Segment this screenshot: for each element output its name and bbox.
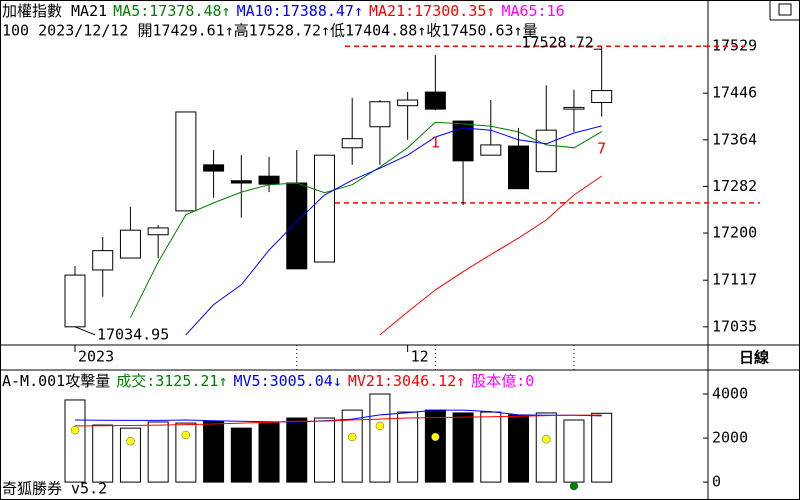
candle-body: [64, 274, 86, 328]
candle-body: [397, 99, 419, 107]
signal-dot: [569, 481, 579, 491]
candle-body: [313, 154, 335, 263]
header-item: MV21:3046.12↑: [348, 372, 465, 390]
header-item: MA5:17378.48↑: [113, 2, 230, 20]
y-tick-label: 17364: [712, 130, 757, 148]
volume-bar: [230, 427, 252, 483]
volume-bar: [424, 409, 446, 483]
volume-bar: [92, 424, 114, 483]
y-tick-label: 0: [712, 473, 721, 491]
candle-body: [591, 90, 613, 104]
signal-dot: [541, 434, 551, 444]
x-tick-label: 12: [411, 348, 429, 366]
candle-body: [341, 138, 363, 149]
header-line: 加權指數 MA21 MA5:17378.48↑ MA10:17388.47↑ MA21…: [2, 2, 565, 20]
ma-line: [74, 414, 602, 427]
volume-bar: [369, 393, 391, 483]
volume-bar: [203, 420, 225, 483]
y-tick-label: 17035: [712, 317, 757, 335]
candle-body: [508, 145, 530, 190]
volume-bar: [258, 422, 280, 483]
y-tick-label: 17117: [712, 271, 757, 289]
candle-body: [424, 91, 446, 110]
ma-line: [74, 409, 602, 423]
volume-bar: [341, 409, 363, 483]
header-item: 股本億:0: [471, 372, 534, 390]
candle-body: [480, 144, 502, 156]
volume-bar: [591, 412, 613, 483]
signal-dot: [431, 432, 440, 442]
candle-body: [258, 175, 280, 185]
header-item: MA21:17300.35↑: [369, 2, 495, 20]
header-item: 加權指數 MA21: [2, 2, 107, 20]
footer: 奇狐勝券 v5.2: [2, 480, 107, 498]
volume-bar: [535, 412, 557, 483]
candle-body: [92, 250, 114, 271]
candle-body: [119, 229, 141, 259]
low-label: 17034.95: [97, 325, 169, 343]
signal-dot: [70, 425, 80, 435]
candle-body: [563, 106, 585, 110]
period-label: 日線: [739, 349, 769, 367]
y-tick-label: 17446: [712, 84, 757, 102]
signal-dot: [375, 421, 385, 431]
header-item: 成交:3125.21↑: [116, 372, 227, 390]
high-label: 17528.72: [521, 34, 593, 52]
header-item: MA65:16: [501, 2, 564, 20]
candle-body: [230, 180, 252, 184]
candle-body: [203, 164, 225, 172]
volume-bar: [480, 411, 502, 483]
candle-body: [369, 101, 391, 128]
header-item: MV5:3005.04↓: [234, 372, 342, 390]
candle-body: [452, 120, 474, 162]
volume-bar: [64, 399, 86, 483]
candle-body: [286, 182, 308, 270]
volume-bar: [563, 419, 585, 483]
ma-line: [185, 125, 602, 336]
annotation: 1: [431, 134, 440, 152]
volume-bar: [147, 421, 169, 483]
volume-bar: [397, 411, 419, 483]
y-tick-label: 2000: [712, 429, 748, 447]
x-tick-label: 2023: [78, 348, 114, 366]
volume-bar: [313, 417, 335, 483]
volume-bar: [286, 417, 308, 483]
volume-bar: [119, 427, 141, 483]
volume-bar: [452, 412, 474, 483]
corner-icon: [778, 3, 792, 16]
header-item: A-M.001攻擊量: [2, 372, 110, 390]
volume-bar: [175, 422, 197, 483]
ma-line: [379, 175, 602, 336]
volume-bar: [508, 414, 530, 483]
signal-dot: [126, 436, 135, 446]
candle-body: [535, 129, 557, 173]
y-tick-label: 17282: [712, 177, 757, 195]
label-leader: [74, 326, 96, 336]
header-line: A-M.001攻擊量 成交:3125.21↑ MV5:3005.04↓ MV21:30…: [2, 372, 534, 390]
y-tick-label: 17200: [712, 224, 757, 242]
signal-dot: [347, 432, 357, 442]
candle-body: [147, 227, 169, 236]
ma-line: [129, 121, 602, 318]
annotation: 7: [597, 139, 606, 157]
signal-dot: [181, 430, 191, 440]
candle-body: [175, 111, 197, 212]
quote-line: 100 2023/12/12 開17429.61↑高17528.72↑低1740…: [2, 22, 538, 40]
y-tick-label: 4000: [712, 385, 748, 403]
header-item: MA10:17388.47↑: [237, 2, 363, 20]
